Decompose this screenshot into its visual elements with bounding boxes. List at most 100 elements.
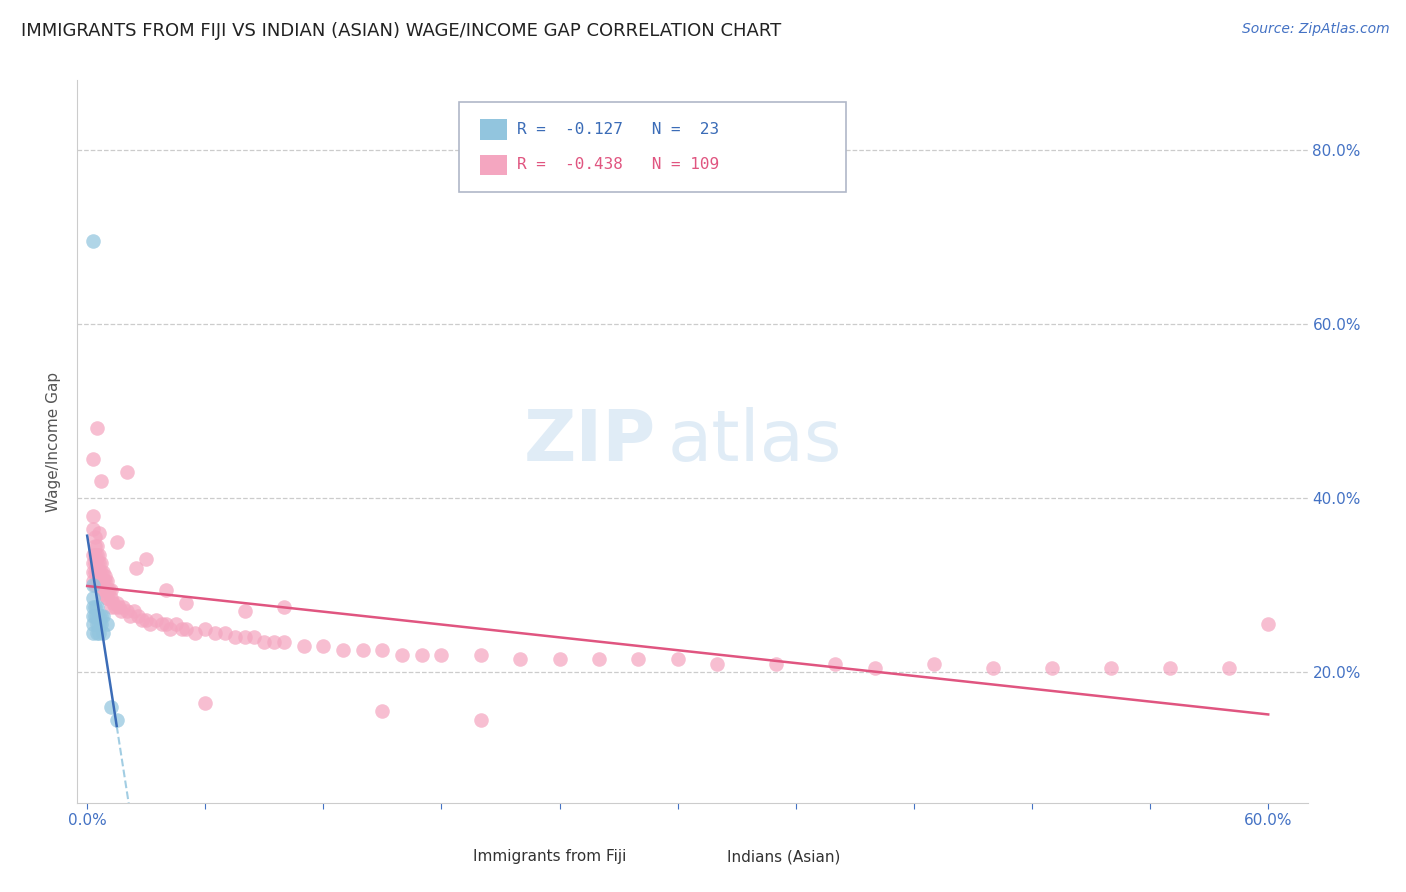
Point — [82, 626, 104, 640]
Point — [82, 452, 104, 467]
Point — [94, 574, 117, 588]
Point — [139, 617, 162, 632]
Point — [87, 608, 110, 623]
Point — [90, 557, 112, 571]
Point — [96, 591, 118, 606]
Point — [273, 599, 295, 614]
Point — [100, 582, 122, 597]
Bar — [479, 154, 506, 175]
Text: Immigrants from Fiji: Immigrants from Fiji — [474, 849, 627, 864]
Point — [174, 622, 197, 636]
Point — [101, 596, 124, 610]
Point — [91, 626, 114, 640]
Point — [124, 604, 146, 618]
Point — [86, 565, 108, 579]
Point — [90, 574, 112, 588]
Point — [105, 534, 128, 549]
Point — [82, 522, 104, 536]
Point — [84, 608, 107, 623]
Point — [90, 474, 112, 488]
Point — [82, 578, 104, 592]
Point — [1218, 661, 1240, 675]
Point — [86, 539, 108, 553]
Point — [253, 634, 276, 648]
Point — [86, 548, 108, 562]
Point — [371, 705, 394, 719]
Point — [86, 599, 108, 614]
Point — [155, 582, 177, 597]
Point — [90, 608, 112, 623]
Point — [666, 652, 689, 666]
Point — [627, 652, 650, 666]
Point — [165, 617, 187, 632]
Point — [194, 696, 217, 710]
FancyBboxPatch shape — [458, 102, 846, 193]
Point — [125, 561, 148, 575]
Point — [84, 599, 107, 614]
Point — [90, 565, 112, 579]
Point — [292, 639, 315, 653]
Point — [981, 661, 1004, 675]
Point — [96, 591, 118, 606]
Point — [115, 465, 138, 479]
Point — [312, 639, 335, 653]
Point — [91, 608, 114, 623]
Point — [82, 565, 104, 579]
Point — [105, 596, 128, 610]
Point — [214, 626, 236, 640]
Point — [765, 657, 787, 671]
Point — [1040, 661, 1063, 675]
Point — [131, 613, 153, 627]
Point — [100, 591, 122, 606]
Point — [224, 631, 246, 645]
Point — [91, 565, 114, 579]
Point — [824, 657, 846, 671]
Point — [548, 652, 571, 666]
Point — [135, 613, 157, 627]
Point — [233, 631, 256, 645]
Point — [94, 582, 117, 597]
Point — [105, 713, 128, 727]
Point — [82, 574, 104, 588]
Point — [90, 617, 112, 632]
Point — [86, 608, 108, 623]
Point — [233, 604, 256, 618]
Point — [352, 643, 374, 657]
Point — [332, 643, 354, 657]
Point — [96, 617, 118, 632]
Point — [87, 565, 110, 579]
Point — [135, 552, 157, 566]
Point — [82, 617, 104, 632]
Point — [96, 582, 118, 597]
Bar — [681, 847, 714, 867]
Point — [509, 652, 531, 666]
Point — [91, 587, 114, 601]
Point — [120, 608, 142, 623]
Point — [84, 539, 107, 553]
Point — [87, 574, 110, 588]
Text: Source: ZipAtlas.com: Source: ZipAtlas.com — [1241, 22, 1389, 37]
Text: Indians (Asian): Indians (Asian) — [727, 849, 841, 864]
Text: atlas: atlas — [668, 407, 842, 476]
Point — [86, 617, 108, 632]
Point — [86, 557, 108, 571]
Point — [470, 648, 492, 662]
Point — [97, 582, 120, 597]
Point — [145, 613, 167, 627]
Point — [96, 574, 118, 588]
Point — [1257, 617, 1279, 632]
Point — [204, 626, 226, 640]
Point — [82, 508, 104, 523]
Point — [150, 617, 173, 632]
Point — [104, 599, 127, 614]
Point — [391, 648, 413, 662]
Point — [82, 591, 104, 606]
Point — [82, 235, 104, 249]
Point — [110, 604, 132, 618]
Point — [87, 626, 110, 640]
Point — [184, 626, 207, 640]
Text: R =  -0.127   N =  23: R = -0.127 N = 23 — [516, 122, 718, 136]
Point — [86, 626, 108, 640]
Point — [87, 557, 110, 571]
Point — [863, 661, 886, 675]
